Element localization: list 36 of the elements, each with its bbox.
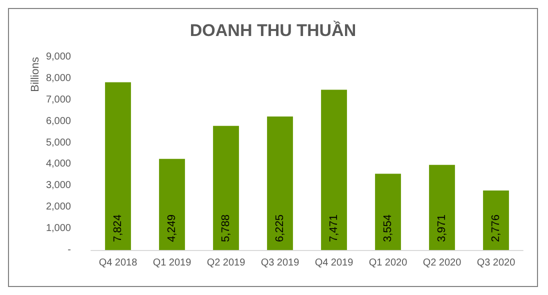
bar [213,126,239,250]
y-tick-label: 3,000 [46,180,72,192]
y-tick-label: 6,000 [46,116,72,127]
x-tick-label: Q2 2020 [422,258,462,268]
y-tick-label: 9,000 [46,52,72,62]
data-label: 7,824 [112,214,124,242]
data-label: 6,225 [274,214,286,242]
x-tick-label: Q2 2019 [206,258,246,268]
bar [321,90,347,250]
bar [267,116,293,250]
y-tick-label: 5,000 [46,137,72,148]
y-tick-label: 7,000 [46,94,72,106]
x-tick-label: Q4 2018 [98,258,138,268]
x-tick-label: Q4 2019 [314,258,354,268]
y-tick-label: 8,000 [46,72,72,84]
y-axis-title: Billions [30,56,42,92]
y-tick-label: - [68,244,71,256]
data-label: 5,788 [220,214,232,242]
data-label: 7,471 [328,214,340,242]
bar [429,164,455,250]
bar [483,190,509,250]
y-tick-label: 2,000 [46,202,72,213]
x-tick-label: Q3 2019 [260,258,300,268]
y-tick-label: 1,000 [46,223,72,234]
bar [375,174,401,250]
x-tick-label: Q1 2019 [152,258,192,268]
data-label: 3,554 [382,214,394,242]
bar [105,82,131,250]
bar [159,158,185,250]
x-tick-label: Q1 2020 [368,258,408,268]
chart-title: DOANH THU THUẦN [190,20,356,40]
data-label: 2,776 [490,214,502,242]
data-label: 3,971 [436,214,448,242]
data-label: 4,249 [166,214,178,242]
x-tick-label: Q3 2020 [476,258,516,268]
y-tick-label: 4,000 [46,158,72,170]
